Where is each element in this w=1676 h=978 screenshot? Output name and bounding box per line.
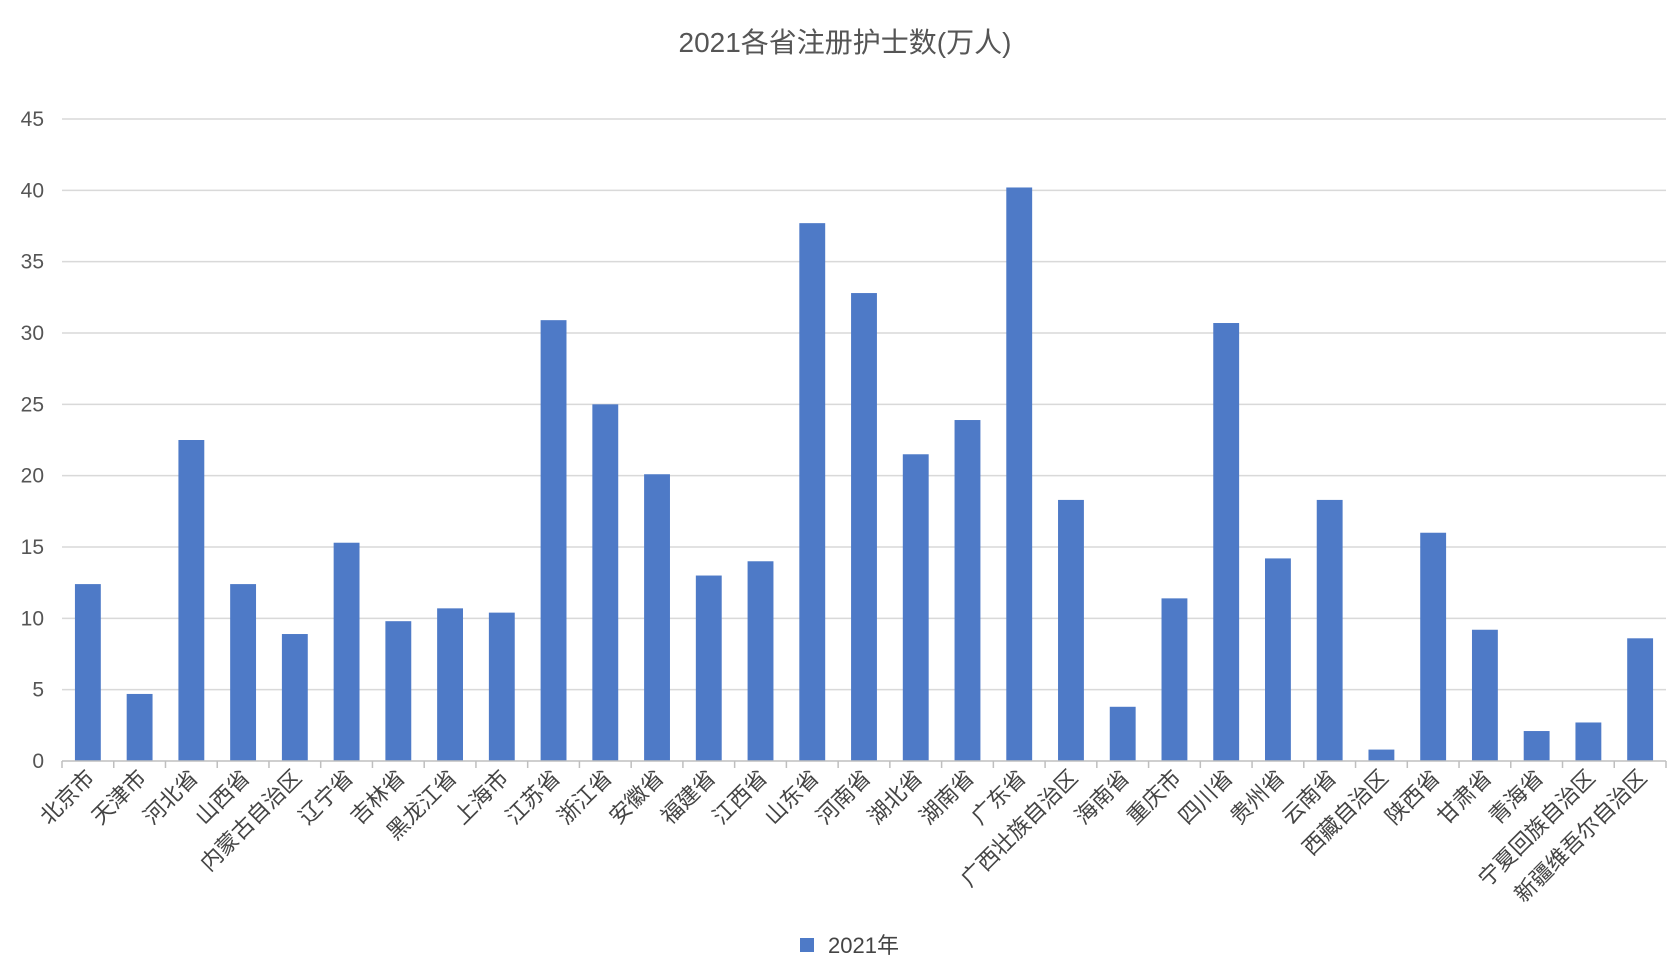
bar: [1006, 187, 1033, 762]
bar: [281, 634, 308, 761]
x-tick-label: 安徽省: [604, 765, 668, 829]
bar: [747, 561, 774, 761]
y-tick-label: 45: [21, 108, 44, 131]
y-tick-label: 5: [32, 679, 44, 702]
bar: [1109, 706, 1136, 761]
bar: [851, 293, 877, 761]
y-tick-label: 30: [21, 322, 44, 345]
x-tick-label: 海南省: [1070, 765, 1134, 829]
x-tick-label: 辽宁省: [294, 765, 358, 829]
y-tick-label: 10: [21, 607, 44, 630]
legend-label: 2021年: [828, 933, 899, 958]
y-tick-label: 15: [21, 536, 44, 559]
legend: 2021年: [800, 933, 899, 958]
bar: [695, 575, 722, 761]
x-tick-label: 甘肃省: [1432, 765, 1496, 829]
bar: [644, 474, 670, 761]
bar: [902, 454, 929, 761]
bar: [333, 542, 360, 761]
y-tick-label: 40: [21, 179, 44, 202]
bar: [540, 320, 567, 761]
x-tick-label: 河南省: [811, 765, 875, 829]
y-tick-label: 0: [32, 750, 44, 773]
bar: [954, 420, 981, 761]
bar: [1316, 499, 1343, 761]
x-tick-label: 重庆市: [1122, 765, 1186, 829]
x-tick-label: 湖北省: [863, 765, 927, 829]
bar: [488, 612, 515, 761]
bar: [1627, 638, 1654, 761]
bar: [1265, 558, 1291, 761]
x-tick-label: 福建省: [656, 765, 720, 829]
bar: [1420, 532, 1447, 761]
bar: [385, 621, 412, 761]
x-tick-label: 湖南省: [915, 765, 979, 829]
x-tick-label: 上海市: [449, 765, 513, 829]
chart-title: 2021各省注册护士数(万人): [679, 27, 1012, 58]
bar-series: [74, 187, 1654, 762]
bar: [1523, 731, 1550, 761]
x-axis: 北京市天津市河北省山西省内蒙古自治区辽宁省吉林省黑龙江省上海市江苏省浙江省安徽省…: [35, 760, 1667, 907]
bar: [178, 440, 205, 761]
x-tick-label: 山东省: [759, 765, 823, 829]
bar: [1161, 598, 1188, 761]
bar: [74, 584, 101, 761]
bar: [230, 584, 257, 761]
x-tick-label: 浙江省: [552, 765, 616, 829]
bar: [1471, 629, 1498, 761]
y-tick-label: 20: [21, 465, 44, 488]
bar: [592, 404, 619, 761]
bar: [126, 693, 153, 761]
x-tick-label: 贵州省: [1225, 765, 1289, 829]
bar: [1058, 499, 1084, 761]
x-tick-label: 江苏省: [501, 765, 565, 829]
x-tick-label: 四川省: [1173, 765, 1237, 829]
x-tick-label: 北京市: [35, 765, 99, 829]
legend-swatch: [800, 938, 814, 952]
bar: [1575, 722, 1602, 761]
x-tick-label: 河北省: [139, 765, 203, 829]
bar: [799, 223, 826, 761]
x-tick-label: 陕西省: [1380, 765, 1444, 829]
x-tick-label: 江西省: [708, 765, 772, 829]
bar: [1368, 749, 1395, 761]
y-tick-label: 35: [21, 251, 44, 274]
bar: [437, 608, 463, 761]
x-tick-label: 天津市: [87, 765, 151, 829]
bar: [1213, 323, 1240, 761]
y-axis: 0 5 10 15 20 25 30 35 40 45: [21, 108, 44, 773]
y-tick-label: 25: [21, 393, 44, 416]
